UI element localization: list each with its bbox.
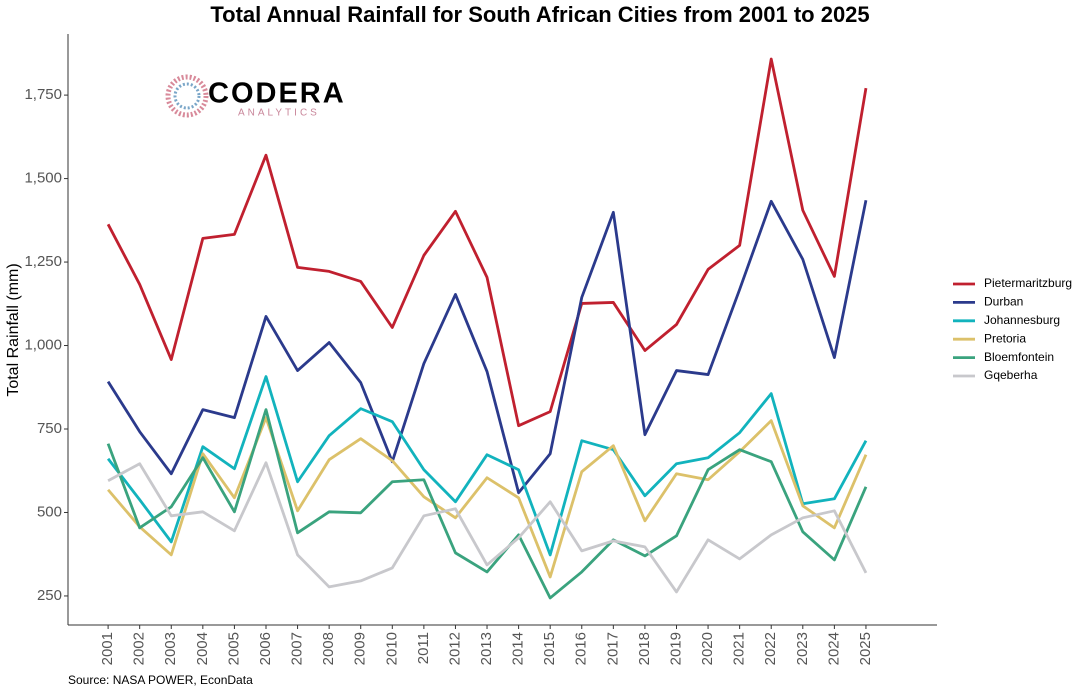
x-tick-label: 2001 — [99, 632, 116, 665]
legend-label: Bloemfontein — [984, 350, 1054, 364]
x-tick-label: 2011 — [415, 632, 432, 664]
legend-label: Pietermaritzburg — [984, 276, 1072, 290]
x-tick-label: 2021 — [731, 632, 748, 665]
x-tick-label: 2002 — [131, 632, 148, 665]
x-tick-label: 2006 — [257, 632, 274, 665]
x-tick-label: 2015 — [541, 632, 558, 665]
x-tick-label: 2017 — [604, 632, 621, 665]
x-tick-label: 2023 — [794, 632, 811, 665]
x-tick-label: 2004 — [194, 632, 211, 665]
y-tick-label: 1,250 — [24, 253, 62, 270]
series-line — [106, 199, 868, 495]
x-tick-label: 2025 — [857, 632, 874, 665]
y-tick-label: 250 — [37, 587, 62, 604]
logo-name: CODERA — [208, 78, 346, 110]
x-tick-label: 2009 — [352, 632, 369, 665]
legend-label: Pretoria — [984, 331, 1026, 345]
x-tick-label: 2022 — [762, 632, 779, 665]
y-tick-label: 1,500 — [24, 170, 62, 187]
series-line — [107, 461, 868, 594]
x-tick-label: 2012 — [446, 632, 463, 665]
x-tick-label: 2016 — [573, 632, 590, 665]
y-tick-label: 1,750 — [24, 86, 62, 103]
logo-icon — [173, 82, 201, 110]
x-tick-label: 2007 — [289, 632, 306, 665]
logo-tagline: ANALYTICS — [238, 108, 320, 119]
series-line — [106, 375, 868, 557]
legend-label: Gqeberha — [984, 368, 1038, 382]
x-tick-label: 2013 — [478, 632, 495, 665]
logo-icon — [165, 74, 209, 118]
x-tick-label: 2010 — [383, 632, 400, 665]
x-tick-label: 2003 — [162, 632, 179, 665]
x-tick-label: 2005 — [225, 632, 242, 665]
y-axis-title: Total Rainfall (mm) — [5, 263, 22, 396]
y-tick-label: 750 — [37, 420, 62, 437]
x-tick-label: 2020 — [699, 632, 716, 665]
y-tick-label: 500 — [37, 503, 62, 520]
logo: CODERA ANALYTICS — [165, 74, 346, 119]
legend-label: Johannesburg — [984, 313, 1060, 327]
x-tick-label: 2008 — [320, 632, 337, 665]
x-tick-label: 2018 — [636, 632, 653, 665]
source-note: Source: NASA POWER, EconData — [68, 673, 253, 687]
chart-title: Total Annual Rainfall for South African … — [210, 2, 869, 27]
legend-label: Durban — [984, 295, 1023, 309]
series-line — [106, 408, 868, 600]
x-tick-label: 2024 — [825, 632, 842, 665]
x-tick-label: 2019 — [667, 632, 684, 665]
series-line — [107, 416, 868, 579]
x-tick-label: 2014 — [510, 632, 527, 665]
y-tick-label: 1,000 — [24, 336, 62, 353]
series-line — [106, 57, 868, 428]
